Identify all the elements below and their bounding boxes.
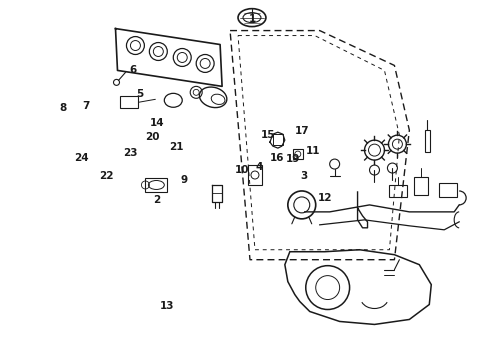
Bar <box>425 130 430 152</box>
Text: 11: 11 <box>306 146 320 156</box>
Text: 20: 20 <box>145 132 160 142</box>
Text: 4: 4 <box>256 162 263 172</box>
Text: 6: 6 <box>129 64 136 75</box>
Polygon shape <box>285 250 431 324</box>
Text: 2: 2 <box>153 195 161 205</box>
Text: 10: 10 <box>235 165 250 175</box>
Text: 16: 16 <box>270 153 284 163</box>
Text: 9: 9 <box>180 175 188 185</box>
Text: 19: 19 <box>286 154 300 164</box>
Text: 24: 24 <box>74 153 89 163</box>
Text: 14: 14 <box>150 118 165 128</box>
Text: 15: 15 <box>261 130 276 140</box>
Bar <box>146 178 167 192</box>
Bar <box>390 185 407 197</box>
Text: 21: 21 <box>170 142 184 152</box>
Text: 12: 12 <box>318 193 333 203</box>
Text: 5: 5 <box>136 89 144 99</box>
Bar <box>121 96 138 108</box>
Text: 22: 22 <box>98 171 113 181</box>
Text: 1: 1 <box>249 14 256 24</box>
Text: 8: 8 <box>60 103 67 113</box>
Bar <box>439 183 457 197</box>
Text: 23: 23 <box>123 148 138 158</box>
Bar <box>415 177 428 195</box>
Bar <box>273 134 283 145</box>
Bar <box>293 149 303 159</box>
Text: 7: 7 <box>83 102 90 112</box>
Bar <box>248 165 262 185</box>
Text: 3: 3 <box>300 171 307 181</box>
Text: 17: 17 <box>295 126 310 135</box>
Text: 13: 13 <box>160 301 174 311</box>
